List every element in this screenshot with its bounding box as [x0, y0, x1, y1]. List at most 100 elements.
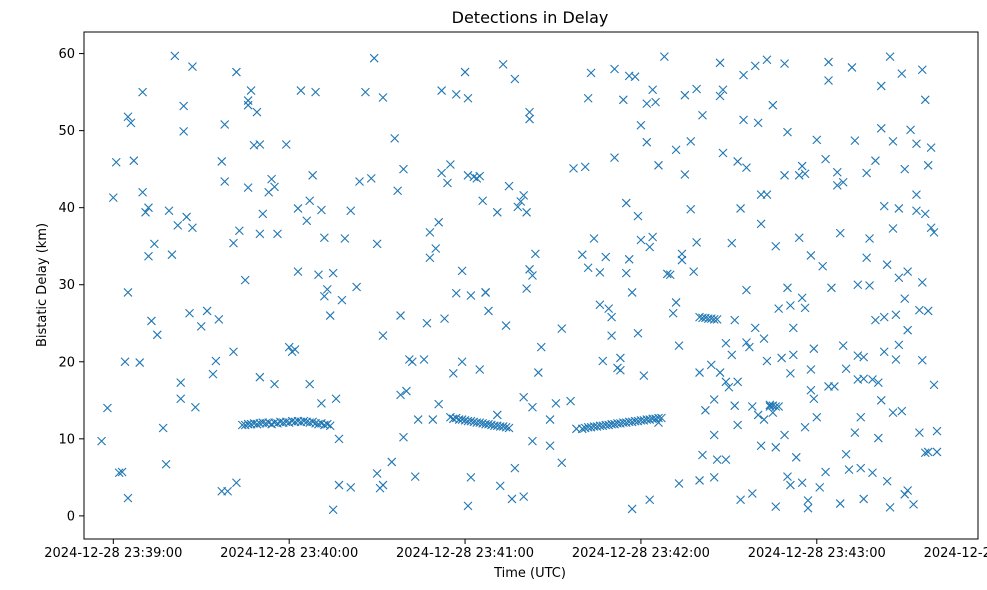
data-point — [797, 293, 807, 303]
data-point — [806, 365, 816, 374]
data-point — [170, 51, 180, 61]
data-point — [319, 233, 329, 243]
data-point — [202, 306, 212, 316]
data-point — [190, 402, 200, 412]
data-point — [771, 402, 781, 411]
data-point — [495, 481, 505, 491]
data-point — [715, 58, 725, 68]
data-point — [692, 237, 701, 247]
data-point — [164, 206, 174, 216]
data-point — [97, 436, 106, 446]
data-point — [662, 269, 672, 279]
data-point — [290, 345, 300, 354]
data-point — [906, 125, 915, 135]
data-point — [255, 229, 265, 239]
data-point — [519, 190, 529, 200]
data-point — [926, 143, 936, 152]
data-point — [788, 350, 798, 360]
data-point — [876, 81, 886, 91]
y-tick-label: 60 — [58, 47, 75, 62]
data-point — [718, 148, 728, 158]
data-point — [372, 469, 382, 478]
data-point — [475, 365, 485, 374]
data-point — [803, 496, 813, 505]
data-point — [865, 281, 874, 290]
data-point — [762, 356, 772, 366]
data-point — [865, 234, 874, 243]
y-tick-label: 30 — [58, 278, 75, 293]
data-point — [917, 65, 927, 75]
data-point — [478, 196, 488, 206]
data-point — [188, 223, 197, 233]
data-point — [800, 169, 810, 179]
data-point — [780, 170, 789, 180]
data-point — [460, 67, 470, 77]
data-point — [425, 253, 435, 263]
data-point — [229, 238, 238, 248]
data-point — [888, 408, 898, 418]
data-points — [97, 51, 942, 515]
data-point — [182, 212, 191, 222]
data-point — [873, 378, 883, 387]
data-point — [838, 341, 848, 350]
data-point — [882, 476, 892, 486]
data-point — [305, 196, 315, 206]
data-point — [457, 266, 467, 276]
data-point — [912, 190, 921, 199]
data-point — [636, 235, 646, 245]
data-point — [378, 480, 388, 490]
data-point — [648, 232, 658, 242]
data-point — [674, 341, 684, 350]
data-point — [580, 162, 590, 172]
data-point — [475, 171, 485, 181]
data-point — [293, 267, 303, 277]
data-point — [624, 254, 634, 264]
data-point — [308, 170, 318, 180]
data-point — [636, 120, 646, 130]
data-point — [270, 182, 279, 192]
data-point — [583, 263, 593, 273]
data-point — [437, 86, 446, 95]
data-point — [451, 288, 461, 298]
data-point — [853, 351, 863, 361]
data-point — [642, 99, 652, 109]
data-point — [340, 234, 350, 243]
data-point — [871, 156, 880, 166]
data-point — [232, 67, 241, 77]
data-point — [443, 178, 452, 188]
data-point — [718, 85, 728, 95]
data-point — [835, 499, 845, 508]
x-tick-label: 2024-12-28 23:39:00 — [44, 546, 182, 561]
data-point — [627, 288, 637, 297]
data-point — [753, 410, 763, 420]
data-point — [152, 330, 162, 340]
data-point — [727, 238, 737, 248]
data-point — [900, 294, 910, 303]
data-point — [633, 211, 643, 221]
data-point — [903, 267, 913, 277]
data-point — [492, 207, 502, 217]
data-point — [111, 157, 121, 167]
data-point — [786, 301, 795, 310]
data-point — [882, 260, 892, 270]
data-point — [853, 280, 863, 290]
data-point — [733, 377, 743, 387]
data-point — [654, 413, 663, 423]
data-point — [569, 163, 578, 173]
data-point — [618, 95, 628, 105]
data-point — [859, 374, 869, 384]
data-point — [923, 160, 933, 170]
data-point — [196, 321, 206, 331]
data-point — [466, 416, 476, 426]
data-point — [689, 267, 699, 277]
data-point — [654, 160, 663, 170]
data-point — [806, 251, 816, 260]
data-point — [891, 355, 901, 364]
data-point — [850, 136, 860, 146]
data-point — [856, 412, 866, 422]
data-point — [434, 217, 444, 227]
data-point — [868, 375, 877, 384]
data-point — [923, 447, 933, 457]
data-point — [651, 97, 660, 107]
data-point — [645, 495, 655, 505]
